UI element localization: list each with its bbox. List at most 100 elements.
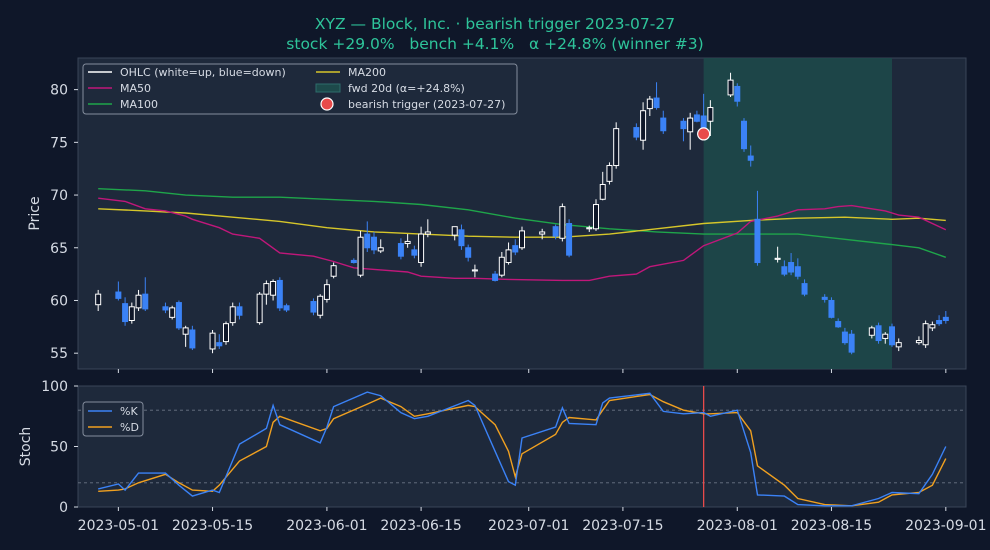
candle-body: [794, 266, 801, 277]
candle-body: [323, 284, 330, 300]
xtick-label: 2023-06-01: [286, 518, 367, 534]
xtick-label: 2023-07-15: [582, 518, 663, 534]
candle-body: [424, 231, 431, 235]
candle-body: [640, 110, 647, 141]
candle-body: [397, 243, 404, 257]
candle-body: [458, 229, 465, 247]
stoch-legend: %K %D: [82, 401, 144, 437]
candle-body: [162, 306, 169, 311]
candle-body: [189, 329, 196, 349]
candle-body: [828, 299, 835, 318]
candle-body: [889, 326, 895, 346]
candle-body: [95, 293, 102, 306]
candle-body: [633, 127, 640, 138]
candle-body: [747, 155, 754, 161]
candle-body: [492, 273, 499, 281]
candle-body: [781, 266, 788, 275]
candle-body: [754, 218, 761, 264]
candle-body: [593, 204, 599, 230]
candle-body: [552, 226, 559, 237]
candle-body: [317, 295, 324, 316]
candle-body: [223, 323, 229, 343]
candle-body: [646, 98, 653, 110]
candle-body: [371, 236, 377, 251]
candle-body: [519, 230, 525, 249]
candle-body: [788, 262, 795, 273]
candle-body: [310, 301, 317, 313]
price-ytick-label: 55: [50, 346, 68, 362]
candle-body: [707, 107, 714, 122]
candle-body: [936, 320, 943, 325]
candle-body: [942, 316, 949, 322]
ma200-line: [98, 208, 946, 238]
candle-body: [922, 323, 929, 346]
legend-ohlc-label: OHLC (white=up, blue=down): [120, 66, 286, 79]
forward-window-band: [703, 58, 892, 369]
price-legend-box: [82, 63, 518, 115]
price-legend: OHLC (white=up, blue=down) MA50 MA100 MA200…: [82, 63, 518, 115]
candle-body: [774, 257, 781, 260]
xtick-label: 2023-06-15: [380, 518, 461, 534]
candle-body: [209, 332, 216, 350]
candle-body: [256, 293, 263, 324]
candle-body: [882, 333, 889, 339]
candle-body: [263, 283, 270, 295]
candle-body: [693, 114, 700, 122]
candle-body: [539, 231, 546, 235]
candle-body: [357, 236, 364, 276]
candle-body: [330, 265, 337, 277]
candle-body: [841, 331, 848, 344]
candle-body: [115, 291, 122, 299]
candle-body: [915, 340, 922, 344]
legend-ma50-label: MA50: [120, 82, 151, 95]
price-ytick-label: 75: [50, 135, 68, 151]
candle-body: [875, 325, 882, 342]
legend-d-label: %D: [120, 421, 139, 434]
candle-body: [122, 303, 129, 323]
candle-body: [835, 321, 842, 328]
candle-body: [801, 283, 808, 295]
xtick-label: 2023-05-01: [78, 518, 159, 534]
candle-body: [660, 117, 667, 132]
candle-body: [727, 79, 734, 96]
price-ytick-label: 80: [50, 83, 68, 99]
legend-fwd-swatch: [315, 83, 341, 93]
candle-body: [182, 327, 189, 335]
xtick-label: 2023-09-01: [905, 518, 986, 534]
candle-body: [364, 233, 371, 249]
xtick-label: 2023-08-01: [697, 518, 778, 534]
candle-body: [411, 249, 418, 256]
candle-body: [216, 342, 223, 347]
stoch-ylabel: Stoch: [18, 427, 34, 467]
legend-ma200-label: MA200: [348, 66, 386, 79]
candle-body: [283, 305, 290, 311]
candle-body: [895, 342, 902, 348]
trigger-marker: [697, 127, 711, 141]
candle-body: [471, 269, 478, 272]
stoch-ytick-label: 0: [59, 500, 68, 516]
candle-body: [418, 233, 425, 264]
candle-body: [142, 293, 149, 310]
stoch-panel: [77, 385, 967, 508]
xtick-label: 2023-05-15: [172, 518, 253, 534]
stoch-ytick-label: 100: [41, 379, 68, 395]
candle-body: [236, 306, 243, 316]
price-ylabel: Price: [27, 196, 43, 230]
candle-body: [505, 249, 512, 264]
candle-body: [498, 256, 505, 276]
candle-body: [599, 184, 606, 200]
price-ytick-label: 60: [50, 293, 68, 309]
xtick-label: 2023-07-01: [488, 518, 569, 534]
chart-subtitle: stock +29.0% bench +4.1% α +24.8% (winne…: [286, 35, 704, 53]
price-ytick-label: 65: [50, 241, 68, 257]
legend-trigger-swatch: [320, 97, 334, 111]
legend-trigger-label: bearish trigger (2023-07-27): [348, 98, 505, 111]
candle-body: [741, 120, 747, 150]
candle-body: [606, 165, 613, 182]
candle-body: [687, 117, 694, 133]
candle-body: [175, 302, 182, 329]
candle-body: [512, 245, 519, 253]
ma50-line: [98, 197, 947, 282]
